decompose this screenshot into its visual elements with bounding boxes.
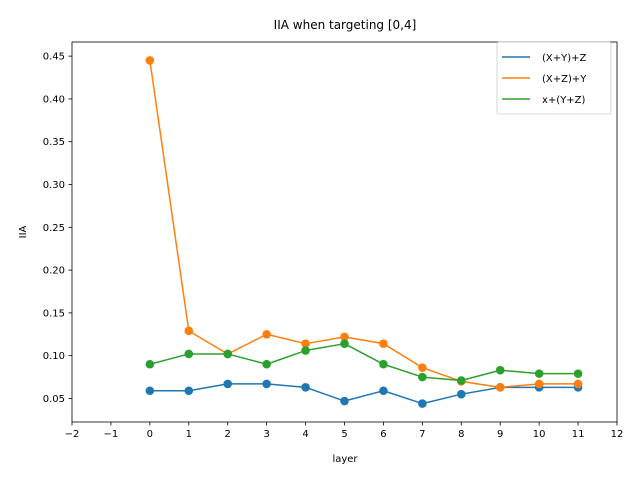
chart-title: IIA when targeting [0,4] (274, 18, 417, 32)
data-point (456, 389, 466, 399)
x-tick-label: 0 (147, 429, 153, 440)
data-point (379, 339, 388, 348)
data-point (145, 56, 155, 65)
x-tick-label: 11 (572, 429, 585, 440)
data-point (379, 386, 388, 396)
data-point (379, 359, 388, 369)
y-tick-label: 0.15 (43, 308, 65, 319)
x-tick-label: 3 (263, 429, 269, 440)
y-tick-label: 0.20 (43, 266, 65, 277)
legend: (X+Y)+Z (X+Z)+Y x+(Y+Z) (496, 41, 612, 115)
series-layer (145, 56, 583, 408)
legend-label: (X+Y)+Z (542, 53, 587, 64)
y-tick-label: 0.35 (43, 137, 65, 148)
data-point (573, 369, 583, 378)
data-point (340, 332, 349, 342)
data-point (418, 399, 427, 408)
data-point (301, 383, 310, 392)
data-point (262, 329, 271, 339)
x-tick-label: 1 (186, 429, 192, 440)
data-point (301, 346, 310, 355)
data-point (340, 339, 349, 348)
series-line-2 (149, 60, 579, 389)
x-tick-label: 5 (341, 429, 347, 440)
data-point (456, 376, 466, 385)
data-point (495, 383, 505, 392)
data-point (184, 386, 194, 396)
x-tick-label: −1 (104, 429, 119, 440)
data-point (495, 365, 505, 375)
x-tick-label: 6 (380, 429, 386, 440)
data-point (223, 349, 233, 359)
x-tick-label: 9 (497, 429, 503, 440)
data-point (418, 363, 427, 372)
legend-box (496, 41, 612, 115)
x-axis-ticks: −2 −1 0 1 2 3 4 5 6 7 8 9 10 11 12 (65, 422, 624, 440)
data-point (262, 379, 271, 389)
y-tick-label: 0.10 (43, 351, 65, 362)
data-point (223, 379, 233, 389)
x-tick-label: −2 (65, 429, 80, 440)
data-point (301, 339, 310, 348)
y-tick-label: 0.05 (43, 394, 65, 405)
x-tick-label: 8 (458, 429, 464, 440)
data-point (184, 349, 194, 359)
series-line-3 (149, 342, 579, 382)
y-tick-label: 0.25 (43, 223, 65, 234)
x-tick-label: 2 (225, 429, 231, 440)
x-tick-label: 10 (533, 429, 546, 440)
data-point (184, 326, 194, 336)
data-point (534, 379, 544, 389)
x-axis-label: layer (332, 454, 358, 465)
y-axis-label: IIA (18, 225, 29, 238)
y-axis-ticks: 0.05 0.10 0.15 0.20 0.25 0.30 0.35 0.40 0.45 (43, 52, 72, 405)
data-point (340, 396, 349, 406)
x-tick-label: 12 (611, 429, 624, 440)
y-tick-label: 0.45 (43, 52, 65, 63)
y-tick-label: 0.40 (43, 94, 65, 105)
legend-label: (X+Z)+Y (542, 74, 587, 85)
data-point (145, 359, 155, 369)
data-point (262, 359, 271, 369)
data-point (573, 379, 583, 389)
legend-label: x+(Y+Z) (542, 95, 586, 106)
data-point (534, 369, 544, 378)
data-point (418, 372, 427, 382)
y-tick-label: 0.30 (43, 180, 65, 191)
x-tick-label: 4 (302, 429, 308, 440)
x-tick-label: 7 (419, 429, 425, 440)
data-point (145, 386, 155, 396)
